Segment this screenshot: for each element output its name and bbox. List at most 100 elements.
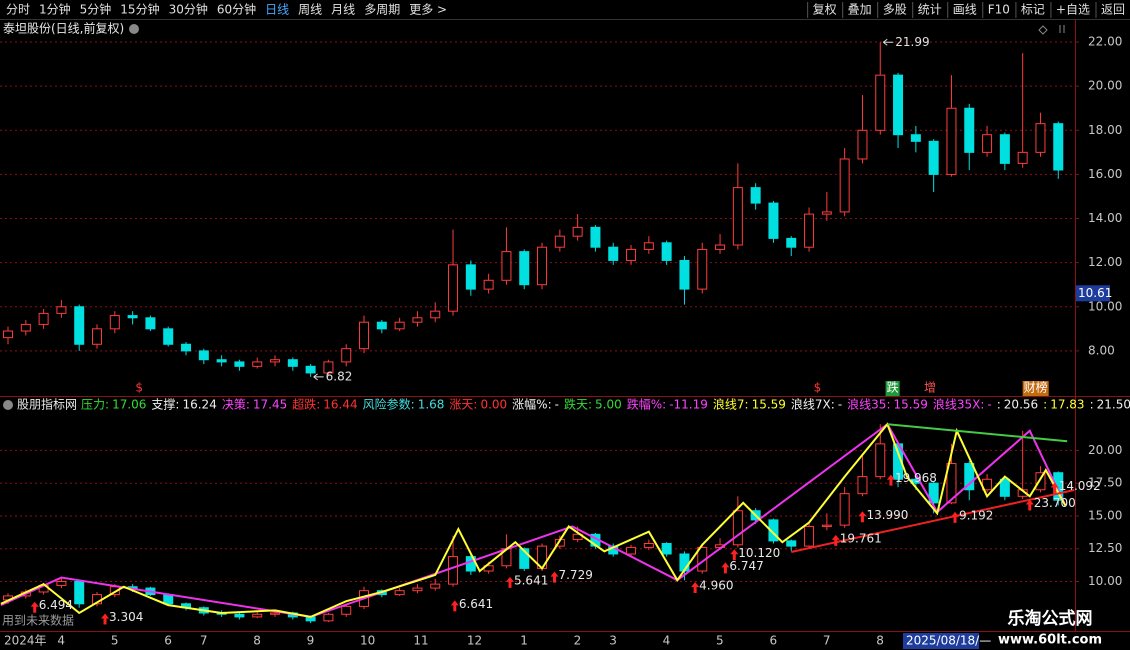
y-tick-label: 15.00: [1088, 508, 1122, 522]
indicator-candle-body: [56, 581, 67, 586]
candle-body: [572, 226, 583, 237]
legend-value: -: [838, 398, 842, 412]
signal-arrow: [831, 534, 840, 546]
dropdown-icon[interactable]: [3, 400, 13, 410]
y-tick-label: 8.00: [1088, 343, 1115, 357]
y-tick-label: 20.00: [1088, 79, 1122, 93]
candle-body: [1035, 123, 1046, 153]
candle-body: [928, 140, 939, 175]
legend-label: :: [997, 398, 1001, 412]
toolbar-item[interactable]: 60分钟: [217, 2, 256, 17]
toolbar-button[interactable]: +自选: [1056, 3, 1090, 17]
cursor-date: 2025/08/18/—: [906, 634, 991, 648]
signal-label: 6.641: [459, 597, 493, 611]
toolbar-button[interactable]: 多股: [883, 3, 907, 17]
candle-body: [839, 158, 850, 213]
toolbar-item[interactable]: 1分钟: [39, 2, 71, 17]
toolbar-item[interactable]: 多周期: [364, 3, 400, 17]
signal-arrow: [505, 576, 514, 588]
annotation-label: 6.82: [326, 369, 353, 383]
signal-arrow: [450, 600, 459, 612]
legend-value: -: [555, 398, 559, 412]
toolbar-item[interactable]: 5分钟: [80, 2, 112, 17]
signal-label: 5.641: [514, 573, 548, 587]
signal-label: 13.990: [866, 508, 908, 522]
toolbar-button[interactable]: 复权: [813, 3, 837, 17]
signal-arrow: [858, 511, 867, 523]
signal-arrow: [1050, 482, 1059, 494]
x-tick-label: 9: [307, 634, 315, 648]
candle-body: [92, 328, 103, 345]
candle-body: [234, 361, 245, 367]
signal-arrow: [30, 601, 39, 613]
candle-body: [127, 315, 138, 319]
candle-body: [679, 259, 690, 290]
toolbar-item[interactable]: 周线: [298, 3, 322, 17]
toolbar-item[interactable]: 日线: [265, 3, 289, 17]
indicator-candle-body: [928, 482, 939, 504]
y-tick-label: 17.50: [1088, 476, 1122, 490]
toolbar-button[interactable]: F10: [988, 3, 1010, 17]
signal-label: 23.700: [1034, 496, 1076, 510]
signal-arrow: [1025, 499, 1034, 511]
signal-arrow: [721, 562, 730, 574]
legend-label: 跌幅%:: [627, 397, 666, 412]
toolbar-button[interactable]: 画线: [953, 3, 977, 17]
toolbar-item[interactable]: 分时: [6, 3, 30, 17]
dropdown-icon[interactable]: [129, 24, 139, 34]
candle-body: [893, 74, 904, 136]
toolbar-button[interactable]: 叠加: [848, 3, 872, 17]
legend-label: 超跌:: [292, 397, 320, 412]
indicator-candle-body: [999, 478, 1010, 497]
toolbar-item[interactable]: 15分钟: [120, 2, 159, 17]
indicator-candle-body: [394, 590, 405, 596]
x-tick-label: 11: [413, 634, 428, 648]
last-price-box: [1076, 285, 1110, 302]
candle-body: [109, 315, 120, 330]
signal-label: 6.747: [729, 559, 763, 573]
candle-body: [1017, 151, 1028, 164]
x-tick-label: 5: [716, 634, 724, 648]
signal-label: 3.304: [109, 610, 143, 624]
candle-body: [1053, 123, 1064, 171]
signal-label: 14.092: [1059, 479, 1101, 493]
candle-body: [732, 187, 743, 246]
y-tick-label: 20.00: [1088, 443, 1122, 457]
toolbar-item[interactable]: 更多 >: [409, 3, 447, 17]
indicator-candle-body: [821, 524, 832, 527]
indicator-candle-body: [234, 613, 245, 618]
toolbar-button[interactable]: 标记: [1021, 3, 1045, 17]
indicator-candle-body: [519, 548, 530, 569]
legend-value: 15.59: [894, 398, 928, 412]
toolbar-item[interactable]: 30分钟: [169, 2, 208, 17]
x-tick-label: 5: [111, 634, 119, 648]
legend-value: -: [987, 398, 991, 412]
toolbar-item[interactable]: 月线: [331, 3, 355, 17]
x-tick-label: 6: [164, 634, 172, 648]
toolbar-button[interactable]: 返回: [1101, 3, 1125, 17]
candle-body: [501, 251, 512, 281]
legend-value: 15.59: [752, 398, 786, 412]
candle-body: [74, 306, 85, 345]
toolbar-button[interactable]: 统计: [918, 3, 942, 17]
y-tick-label: 22.00: [1088, 35, 1122, 49]
x-tick-label: 7: [823, 634, 831, 648]
candle-body: [270, 359, 281, 363]
candle-body: [465, 264, 476, 290]
candle-body: [643, 242, 654, 250]
pane-controls[interactable]: [1038, 25, 1065, 35]
candle-body: [252, 361, 263, 367]
candle-body: [786, 237, 797, 248]
legend-value: 17.45: [253, 398, 287, 412]
indicator-candle-body: [74, 581, 85, 605]
signal-arrow: [101, 613, 110, 625]
event-label: 财榜: [1024, 380, 1048, 395]
candle-body: [145, 317, 156, 330]
candle-body: [821, 211, 832, 215]
legend-value: 5.00: [595, 398, 622, 412]
legend-label: 涨天:: [449, 397, 477, 412]
y-tick-label: 14.00: [1088, 211, 1122, 225]
candle-body: [305, 365, 316, 374]
